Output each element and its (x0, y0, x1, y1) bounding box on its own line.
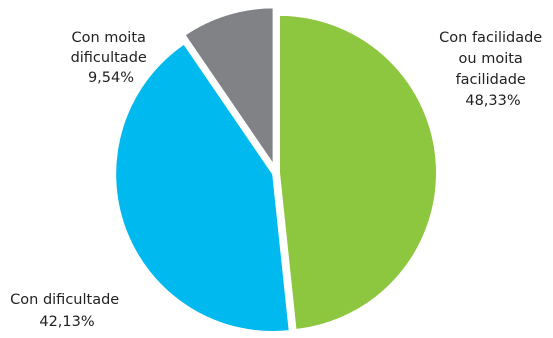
slice-label-dificultade: Con dificultade 42,13% (10, 292, 124, 330)
pie-slices (114, 6, 438, 333)
slice-label-facilidade: Con facilidade ou moita facilidade 48,33… (439, 30, 547, 109)
slice-label-facilidade-line-1: Con facilidade (439, 30, 542, 46)
slice-label-facilidade-line-2: ou moita (459, 51, 523, 67)
slice-label-moita-dificultade-line-2: dificultade (71, 50, 147, 66)
slice-moita-dificultade (183, 6, 275, 169)
slice-label-moita-dificultade: Con moita dificultade 9,54% (71, 30, 152, 86)
slice-value-dificultade: 42,13% (39, 314, 94, 330)
slice-facilidade (277, 13, 438, 332)
slice-value-moita-dificultade: 9,54% (88, 70, 134, 86)
slice-label-dificultade-line-1: Con dificultade (10, 292, 119, 308)
slice-label-moita-dificultade-line-1: Con moita (72, 30, 146, 46)
slice-value-facilidade: 48,33% (465, 93, 520, 109)
slice-label-facilidade-line-3: facilidade (456, 72, 526, 88)
slice-dificultade (114, 42, 291, 333)
